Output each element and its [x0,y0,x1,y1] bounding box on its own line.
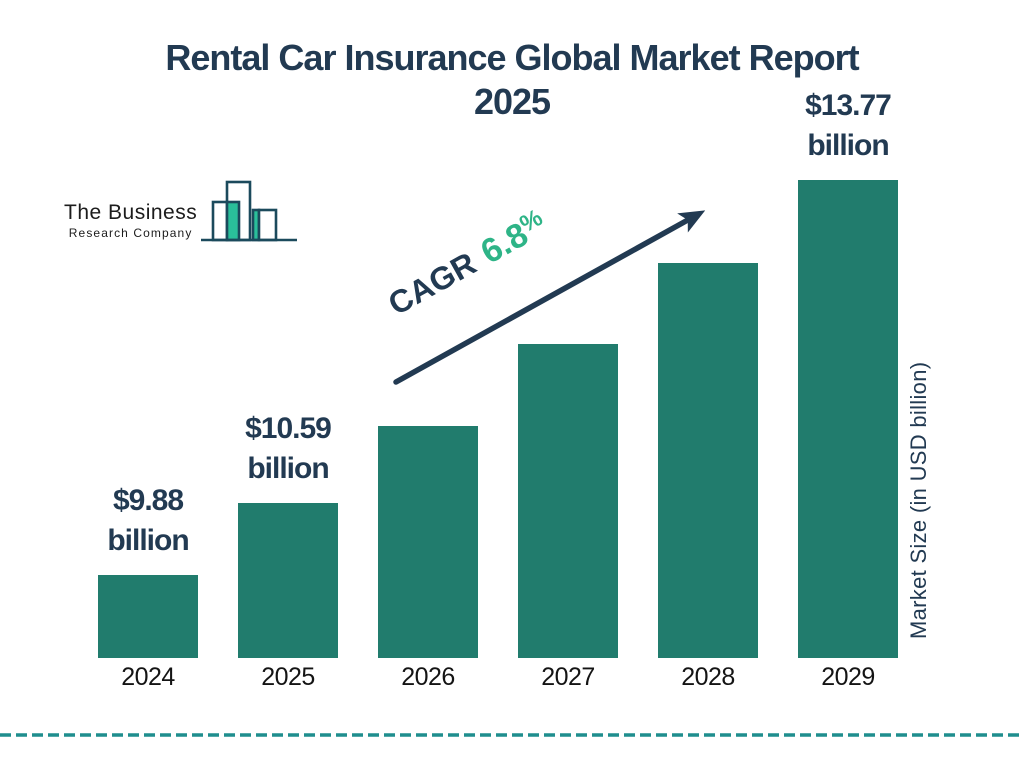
value-label-amount: $10.59 [245,412,332,445]
page-title-line2: 2025 [473,81,551,122]
logo-company-subname: Research Company [68,226,193,240]
bar-2027 [518,344,618,658]
value-label-unit: billion [247,452,329,485]
x-tick-2028: 2028 [681,663,735,691]
value-label-2025: $10.59 billion [198,409,378,489]
page-title: Rental Car Insurance Global Market Repor… [0,36,1024,124]
x-tick-2027: 2027 [541,663,595,691]
value-label-2029: $13.77 billion [758,86,938,166]
bar-2025 [238,503,338,658]
page-title-line1: Rental Car Insurance Global Market Repor… [165,37,859,78]
value-label-2024: $9.88 billion [58,481,238,561]
y-axis-title: Market Size (in USD billion) [906,361,931,639]
x-tick-2025: 2025 [261,663,315,691]
company-logo-text: The Business Research Company [64,201,197,244]
value-label-amount: $13.77 [805,89,892,122]
bar-2026 [378,426,478,658]
company-logo: The Business Research Company [64,178,298,244]
value-label-unit: billion [807,129,889,162]
x-tick-2024: 2024 [121,663,175,691]
x-tick-2026: 2026 [401,663,455,691]
bar-2029 [798,180,898,658]
value-label-amount: $9.88 [112,484,184,517]
bar-2028 [658,263,758,658]
logo-company-name: The Business [64,201,198,224]
bar-2024 [98,575,198,658]
value-label-unit: billion [107,524,189,557]
bar-chart-logo-icon [201,180,298,242]
x-tick-2029: 2029 [821,663,875,691]
